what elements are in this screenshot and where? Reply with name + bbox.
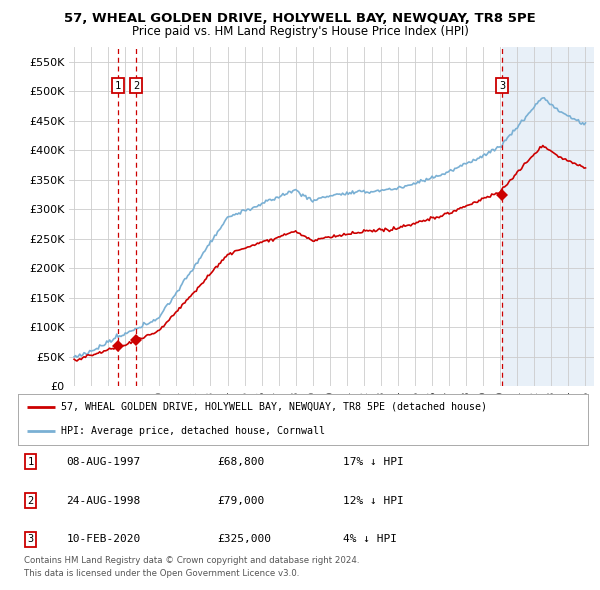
Text: £325,000: £325,000 — [218, 535, 271, 544]
Text: 24-AUG-1998: 24-AUG-1998 — [67, 496, 140, 506]
Text: 3: 3 — [499, 81, 505, 90]
Text: 12% ↓ HPI: 12% ↓ HPI — [343, 496, 404, 506]
Text: Contains HM Land Registry data © Crown copyright and database right 2024.: Contains HM Land Registry data © Crown c… — [24, 556, 359, 565]
Text: 1: 1 — [115, 81, 121, 90]
Text: £68,800: £68,800 — [218, 457, 265, 467]
Text: 1: 1 — [28, 457, 34, 467]
Text: HPI: Average price, detached house, Cornwall: HPI: Average price, detached house, Corn… — [61, 427, 325, 437]
Bar — [502, 47, 600, 386]
Text: 3: 3 — [28, 535, 34, 544]
Text: 57, WHEAL GOLDEN DRIVE, HOLYWELL BAY, NEWQUAY, TR8 5PE: 57, WHEAL GOLDEN DRIVE, HOLYWELL BAY, NE… — [64, 12, 536, 25]
Text: 2: 2 — [133, 81, 139, 90]
Text: £79,000: £79,000 — [218, 496, 265, 506]
Text: Price paid vs. HM Land Registry's House Price Index (HPI): Price paid vs. HM Land Registry's House … — [131, 25, 469, 38]
Text: 57, WHEAL GOLDEN DRIVE, HOLYWELL BAY, NEWQUAY, TR8 5PE (detached house): 57, WHEAL GOLDEN DRIVE, HOLYWELL BAY, NE… — [61, 402, 487, 411]
Text: 17% ↓ HPI: 17% ↓ HPI — [343, 457, 404, 467]
Text: 08-AUG-1997: 08-AUG-1997 — [67, 457, 140, 467]
Text: 4% ↓ HPI: 4% ↓ HPI — [343, 535, 397, 544]
Text: This data is licensed under the Open Government Licence v3.0.: This data is licensed under the Open Gov… — [24, 569, 299, 578]
Text: 2: 2 — [28, 496, 34, 506]
Text: 10-FEB-2020: 10-FEB-2020 — [67, 535, 140, 544]
